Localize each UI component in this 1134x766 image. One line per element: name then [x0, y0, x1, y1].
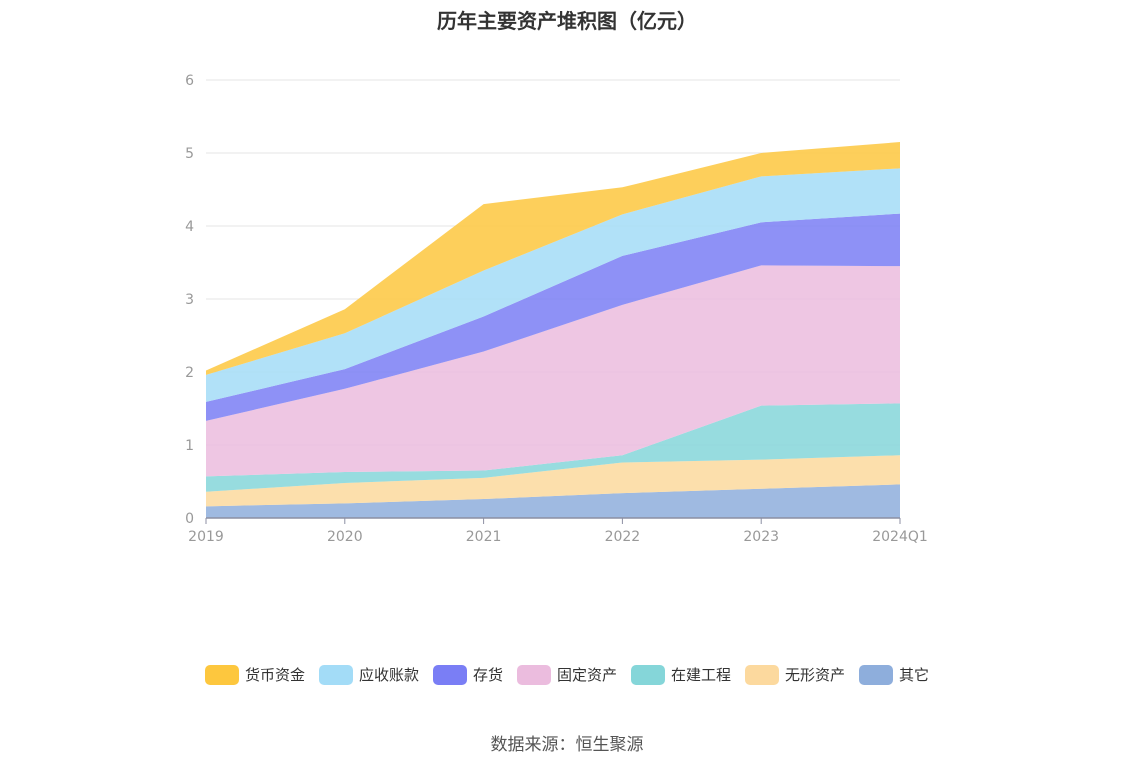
y-tick-label: 1: [185, 438, 194, 454]
area-series-3: [206, 265, 900, 477]
legend-swatch: [432, 664, 467, 685]
x-tick-label: 2022: [605, 529, 641, 545]
legend-swatch: [318, 664, 353, 685]
data-source: 数据来源：恒生聚源: [490, 735, 644, 755]
y-tick-label: 4: [185, 219, 194, 235]
legend-item[interactable]: 固定资产: [516, 664, 617, 685]
area-series-5: [206, 168, 900, 402]
legend-swatch: [204, 664, 239, 685]
x-tick-label: 2021: [466, 529, 502, 545]
stacked-area-chart: 0 1 2 3 4 5 6 2019 2020 2021 2022 2023 2024Q1: [185, 73, 928, 545]
legend-label: 其它: [899, 666, 930, 684]
area-series-2: [206, 403, 900, 492]
y-tick-label: 2: [185, 365, 194, 381]
legend-item[interactable]: 在建工程: [631, 664, 731, 685]
area-series-0: [206, 484, 900, 518]
area-series-4: [206, 213, 900, 421]
legend-label: 在建工程: [671, 666, 732, 684]
legend-item[interactable]: 应收账款: [318, 664, 419, 685]
legend-swatch: [745, 664, 780, 685]
legend-label: 货币资金: [244, 666, 305, 684]
legend-swatch: [631, 664, 665, 685]
legend-item[interactable]: 其它: [859, 664, 929, 685]
y-tick-label: 0: [185, 511, 194, 527]
x-tick-label: 2024Q1: [872, 529, 928, 545]
legend-item[interactable]: 货币资金: [204, 664, 305, 685]
area-series-1: [206, 455, 900, 507]
x-tick-label: 2020: [327, 529, 363, 545]
legend-label: 应收账款: [358, 666, 419, 684]
y-tick-label: 6: [185, 73, 194, 89]
legend-swatch: [516, 664, 551, 685]
legend-swatch: [859, 664, 894, 685]
legend-item[interactable]: 无形资产: [745, 664, 845, 685]
x-tick-label: 2023: [743, 529, 779, 545]
legend-label: 固定资产: [556, 666, 617, 684]
y-tick-label: 3: [185, 292, 194, 308]
chart-title: 历年主要资产堆积图（亿元）: [437, 9, 697, 33]
area-series-6: [206, 142, 900, 375]
legend-label: 存货: [472, 666, 503, 684]
chart-legend: 货币资金 应收账款 存货 固定资产 在建工程 无形资产 其它: [0, 664, 1134, 685]
legend-label: 无形资产: [785, 666, 846, 684]
legend-item[interactable]: 存货: [432, 664, 503, 685]
x-tick-label: 2019: [188, 529, 224, 545]
y-tick-label: 5: [185, 146, 194, 162]
